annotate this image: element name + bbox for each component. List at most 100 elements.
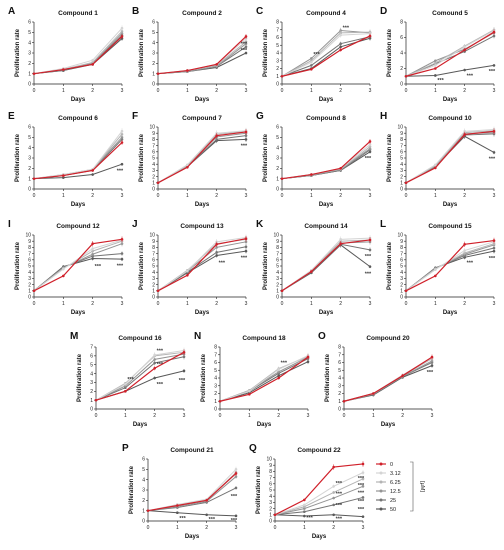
x-tick-label: 3 — [121, 301, 124, 307]
y-tick-label: 4 — [152, 162, 155, 168]
y-tick-label: 2 — [152, 282, 155, 288]
panel-title: Compound 10 — [428, 115, 472, 122]
x-tick-label: 0 — [281, 301, 284, 307]
significance-marker: *** — [336, 481, 343, 487]
x-tick-label: 1 — [186, 88, 189, 94]
data-point — [434, 166, 437, 170]
data-point — [205, 499, 208, 502]
data-point — [94, 398, 98, 402]
panel-title: Comound 5 — [432, 10, 468, 17]
y-tick-label: 5 — [142, 467, 145, 473]
significance-marker: *** — [157, 382, 164, 388]
series-line-3.12 — [33, 239, 123, 292]
x-tick-label: 1 — [186, 193, 189, 199]
x-tick-label: 2 — [205, 525, 208, 531]
x-tick-label: 3 — [235, 525, 238, 531]
panel-title: Compound 4 — [306, 10, 346, 17]
data-point — [153, 366, 156, 370]
y-tick-label: 2 — [276, 66, 279, 72]
series-line-50 — [274, 514, 364, 518]
data-point — [153, 353, 156, 357]
y-tick-label: 7 — [152, 143, 155, 149]
data-point — [310, 173, 313, 176]
data-point — [244, 130, 248, 134]
data-point — [120, 136, 124, 139]
y-tick-label: 3 — [276, 58, 279, 64]
x-tick-label: 2 — [215, 88, 218, 94]
y-tick-label: 6 — [28, 125, 31, 131]
x-tick-label: 2 — [463, 301, 466, 307]
y-tick-label: 3 — [152, 51, 155, 57]
x-tick-label: 2 — [277, 413, 280, 419]
significance-marker: *** — [241, 42, 248, 48]
y-tick-label: 0 — [276, 187, 279, 193]
series-line-50 — [33, 163, 123, 180]
significance-marker: *** — [467, 73, 474, 79]
data-point — [153, 361, 156, 365]
y-tick-label: 4 — [28, 270, 31, 276]
y-axis-label: Proliferation rate — [77, 353, 83, 402]
y-tick-label: 3 — [28, 276, 31, 282]
data-point — [120, 30, 124, 33]
data-point — [492, 249, 496, 253]
data-point — [361, 462, 365, 466]
y-tick-label: 2 — [269, 506, 272, 512]
data-point — [62, 274, 65, 278]
x-tick-label: 1 — [62, 193, 65, 199]
data-point — [215, 254, 218, 257]
significance-marker: *** — [117, 168, 124, 174]
y-tick-label: 4 — [142, 477, 145, 483]
data-point — [361, 484, 365, 488]
series-line-3.12 — [157, 130, 247, 184]
x-axis-label: Days — [195, 310, 210, 316]
panel-letter: J — [132, 219, 138, 230]
legend-label: 50 — [390, 507, 396, 513]
data-point — [248, 389, 251, 393]
y-tick-label: 4 — [28, 40, 31, 46]
y-tick-label: 5 — [400, 264, 403, 270]
y-tick-label: 8 — [152, 137, 155, 143]
panel-a: A Compound 1 0 1 2 3 4 5 6 0 1 2 3 Days Proliferation … — [8, 6, 124, 103]
legend-swatch-dot — [379, 489, 383, 493]
y-tick-label: 3 — [28, 51, 31, 57]
y-tick-label: 1 — [276, 74, 279, 80]
series-line-6.25 — [281, 146, 371, 180]
legend-label: 0 — [390, 462, 393, 468]
y-tick-label: 0 — [152, 187, 155, 193]
significance-marker: *** — [117, 263, 124, 269]
y-tick-label: 8 — [28, 245, 31, 251]
y-tick-label: 2 — [152, 174, 155, 180]
data-point — [368, 150, 372, 154]
y-tick-label: 4 — [400, 51, 403, 57]
series-line-25 — [281, 36, 371, 77]
x-tick-label: 2 — [339, 193, 342, 199]
y-axis-label: Proliferation rate — [263, 133, 269, 182]
y-tick-label: 7 — [90, 345, 93, 351]
legend-label: 6.25 — [390, 480, 401, 486]
series-line-3.12 — [157, 236, 247, 292]
series-line-0 — [405, 31, 495, 77]
legend-label: 3.12 — [390, 471, 401, 477]
legend-swatch-dot — [379, 507, 383, 511]
panel-letter: E — [8, 111, 15, 122]
data-point — [368, 140, 372, 143]
y-tick-label: 5 — [400, 156, 403, 162]
y-tick-label: 7 — [152, 251, 155, 257]
panel-letter: G — [256, 111, 264, 122]
y-tick-label: 7 — [269, 475, 272, 481]
y-tick-label: 2 — [28, 166, 31, 172]
x-axis-label: Days — [319, 310, 334, 316]
x-tick-label: 0 — [157, 193, 160, 199]
y-tick-label: 7 — [400, 143, 403, 149]
data-point — [277, 376, 280, 380]
data-point — [156, 181, 160, 185]
data-point — [186, 69, 189, 72]
y-tick-label: 1 — [142, 508, 145, 514]
data-point — [342, 399, 346, 403]
data-point — [32, 177, 36, 180]
data-point — [434, 74, 437, 77]
series-line-0 — [157, 36, 247, 75]
